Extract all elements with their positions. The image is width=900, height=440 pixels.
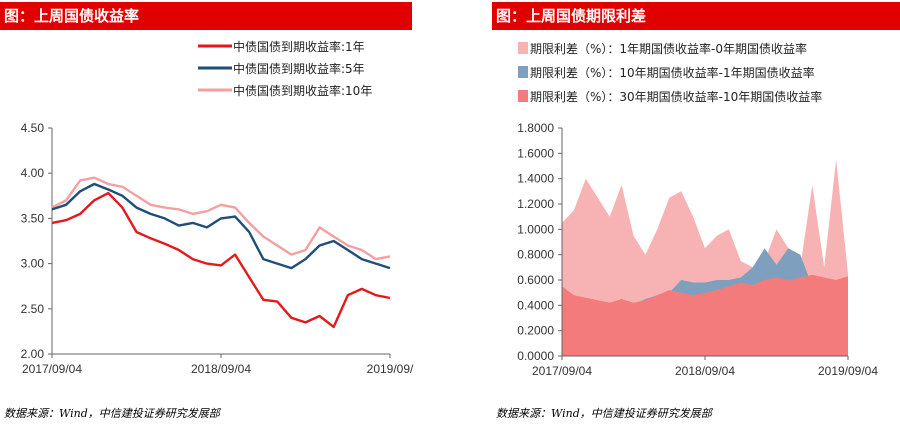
x-tick-label: 2018/09/04 xyxy=(191,362,251,376)
x-tick-label: 2019/09/04 xyxy=(818,364,878,378)
legend-label: 期限利差（%）：30年期国债收益率-10年期国债收益率 xyxy=(530,89,822,104)
y-tick-label: 0.2000 xyxy=(517,324,554,338)
y-tick-label: 2.00 xyxy=(21,347,45,361)
series-line-1y xyxy=(51,191,391,329)
y-tick-label: 1.2000 xyxy=(517,197,554,211)
legend-swatch xyxy=(518,90,528,102)
spread-chart-panel: 1.8000 1.6000 1.4000 1.2000 1.0000 0.8000 0.60… xyxy=(492,0,900,440)
legend-swatch xyxy=(518,42,528,54)
spread-chart-source: 数据来源：Wind，中信建投证券研究发展部 xyxy=(496,407,712,420)
yield-chart-source: 数据来源：Wind，中信建投证券研究发展部 xyxy=(4,407,220,420)
spread-chart-title: 图：上周国债期限利差 xyxy=(496,7,647,25)
y-tick-label: 1.0000 xyxy=(517,222,554,236)
y-tick-label: 0.6000 xyxy=(517,273,554,287)
y-tick-label: 0.4000 xyxy=(517,298,554,312)
legend-label: 中债国债到期收益率:1年 xyxy=(233,39,365,54)
spread-chart-title-bar: 图：上周国债期限利差 xyxy=(492,2,900,30)
yield-chart-title: 图：上周国债收益率 xyxy=(4,7,140,25)
legend-label: 中债国债到期收益率:5年 xyxy=(233,61,365,76)
x-tick-label: 2017/09/04 xyxy=(22,362,82,376)
y-tick-label: 4.00 xyxy=(21,166,45,180)
y-tick-label: 4.50 xyxy=(21,121,45,135)
x-tick-label: 2017/09/04 xyxy=(532,364,592,378)
series-line-10y xyxy=(51,176,391,261)
y-tick-label: 1.8000 xyxy=(517,121,554,135)
x-tick-label: 2018/09/04 xyxy=(675,364,735,378)
y-tick-label: 1.6000 xyxy=(517,146,554,160)
yield-chart-panel: 4.50 4.00 3.50 3.00 2.50 2.00 2017/09/04 2018/0… xyxy=(0,0,414,440)
x-tick-label: 2019/09/ xyxy=(367,362,414,376)
legend-swatch xyxy=(518,66,528,78)
series-line-5y xyxy=(51,182,391,270)
yield-chart-title-bar: 图：上周国债收益率 xyxy=(0,2,412,30)
y-tick-label: 0.0000 xyxy=(517,349,554,363)
y-tick-label: 1.4000 xyxy=(517,172,554,186)
legend-label: 期限利差（%）：10年期国债收益率-1年期国债收益率 xyxy=(530,65,815,80)
legend-label: 中债国债到期收益率:10年 xyxy=(233,83,372,98)
spread-chart: 1.8000 1.6000 1.4000 1.2000 1.0000 0.8000 0.60… xyxy=(517,41,878,378)
y-tick-label: 0.8000 xyxy=(517,248,554,262)
y-tick-label: 3.50 xyxy=(21,211,45,225)
y-tick-label: 3.00 xyxy=(21,257,45,271)
y-tick-label: 2.50 xyxy=(21,302,45,316)
legend-label: 期限利差（%）：1年期国债收益率-0年期国债收益率 xyxy=(530,41,807,56)
series-area-3 xyxy=(562,274,848,356)
